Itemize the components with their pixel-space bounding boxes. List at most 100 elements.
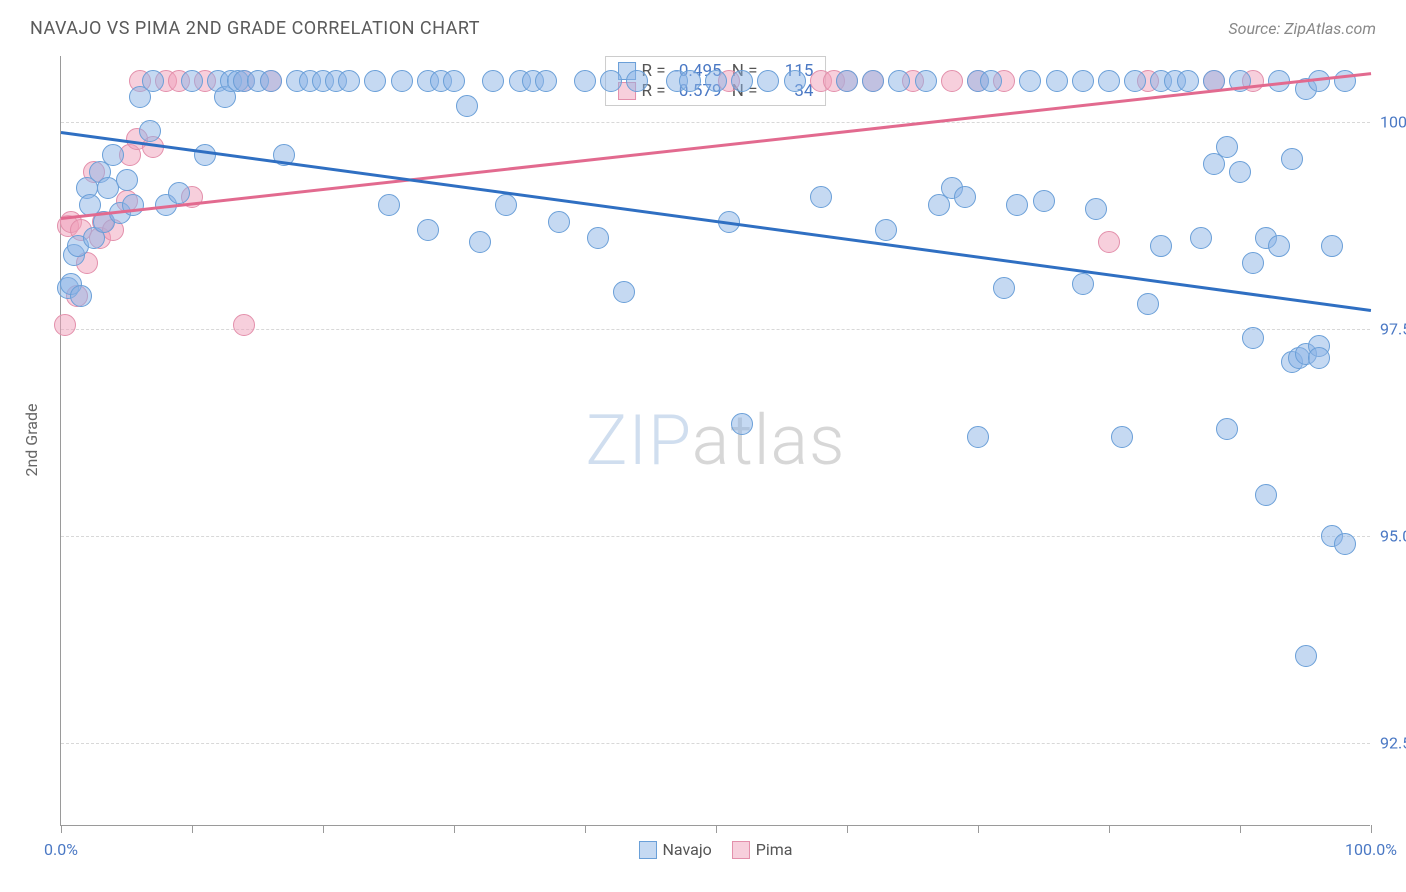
- data-point-pima: [1098, 231, 1120, 253]
- y-axis-title: 2nd Grade: [22, 403, 41, 476]
- data-point-navajo: [456, 95, 478, 117]
- x-tick: [192, 825, 193, 833]
- x-tick: [585, 825, 586, 833]
- data-point-navajo: [784, 70, 806, 92]
- data-point-pima: [233, 314, 255, 336]
- data-point-navajo: [70, 285, 92, 307]
- data-point-navajo: [1216, 136, 1238, 158]
- data-point-navajo: [181, 70, 203, 92]
- data-point-navajo: [364, 70, 386, 92]
- x-tick: [716, 825, 717, 833]
- data-point-navajo: [535, 70, 557, 92]
- data-point-navajo: [1006, 194, 1028, 216]
- data-point-navajo: [1085, 198, 1107, 220]
- data-point-navajo: [1308, 347, 1330, 369]
- data-point-navajo: [888, 70, 910, 92]
- legend-swatch-navajo: [638, 841, 656, 859]
- grid-line: [61, 122, 1370, 123]
- legend-label-navajo: Navajo: [662, 840, 711, 859]
- data-point-navajo: [495, 194, 517, 216]
- legend-swatch-pima: [732, 841, 750, 859]
- data-point-navajo: [980, 70, 1002, 92]
- data-point-navajo: [482, 70, 504, 92]
- data-point-navajo: [378, 194, 400, 216]
- data-point-navajo: [1150, 235, 1172, 257]
- data-point-navajo: [1242, 327, 1264, 349]
- x-tick: [978, 825, 979, 833]
- watermark-atlas: atlas: [692, 400, 846, 482]
- data-point-navajo: [391, 70, 413, 92]
- data-point-navajo: [836, 70, 858, 92]
- data-point-navajo: [705, 70, 727, 92]
- data-point-navajo: [993, 277, 1015, 299]
- data-point-navajo: [574, 70, 596, 92]
- x-tick-label: 100.0%: [1345, 840, 1397, 859]
- data-point-navajo: [260, 70, 282, 92]
- data-point-navajo: [1216, 418, 1238, 440]
- data-point-navajo: [875, 219, 897, 241]
- data-point-pima: [54, 314, 76, 336]
- legend: Navajo Pima: [638, 840, 792, 859]
- data-point-pima: [941, 70, 963, 92]
- data-point-navajo: [587, 227, 609, 249]
- chart-title: NAVAJO VS PIMA 2ND GRADE CORRELATION CHA…: [30, 18, 480, 39]
- data-point-navajo: [1281, 148, 1303, 170]
- x-tick-label: 0.0%: [44, 840, 78, 859]
- data-point-navajo: [1137, 293, 1159, 315]
- data-point-navajo: [1098, 70, 1120, 92]
- data-point-navajo: [862, 70, 884, 92]
- data-point-navajo: [1242, 252, 1264, 274]
- grid-line: [61, 329, 1370, 330]
- data-point-navajo: [1111, 426, 1133, 448]
- x-tick: [61, 825, 62, 833]
- data-point-navajo: [417, 219, 439, 241]
- data-point-navajo: [731, 70, 753, 92]
- data-point-navajo: [469, 231, 491, 253]
- data-point-navajo: [1046, 70, 1068, 92]
- chart-header: NAVAJO VS PIMA 2ND GRADE CORRELATION CHA…: [0, 0, 1406, 49]
- data-point-navajo: [600, 70, 622, 92]
- data-point-navajo: [967, 426, 989, 448]
- grid-line: [61, 743, 1370, 744]
- data-point-navajo: [731, 413, 753, 435]
- data-point-navajo: [1295, 645, 1317, 667]
- x-tick: [847, 825, 848, 833]
- data-point-navajo: [679, 70, 701, 92]
- x-tick: [1109, 825, 1110, 833]
- data-point-navajo: [443, 70, 465, 92]
- x-tick: [323, 825, 324, 833]
- data-point-navajo: [1033, 190, 1055, 212]
- data-point-navajo: [915, 70, 937, 92]
- watermark: ZIPatlas: [585, 400, 845, 482]
- data-point-navajo: [139, 120, 161, 142]
- legend-label-pima: Pima: [756, 840, 793, 859]
- data-point-navajo: [1255, 484, 1277, 506]
- data-point-navajo: [1334, 533, 1356, 555]
- data-point-navajo: [338, 70, 360, 92]
- data-point-navajo: [194, 144, 216, 166]
- data-point-navajo: [142, 70, 164, 92]
- x-tick: [1371, 825, 1372, 833]
- data-point-navajo: [122, 194, 144, 216]
- data-point-navajo: [1072, 70, 1094, 92]
- data-point-navajo: [810, 186, 832, 208]
- legend-item-pima: Pima: [732, 840, 793, 859]
- data-point-navajo: [548, 211, 570, 233]
- data-point-navajo: [1268, 235, 1290, 257]
- data-point-navajo: [757, 70, 779, 92]
- chart-plot-area: ZIPatlas R = -0.495 N = 115 R = 0.579 N …: [60, 56, 1370, 826]
- x-tick: [454, 825, 455, 833]
- data-point-navajo: [613, 281, 635, 303]
- grid-line: [61, 536, 1370, 537]
- data-point-navajo: [1321, 235, 1343, 257]
- y-tick-label: 100.0%: [1380, 113, 1406, 132]
- data-point-navajo: [1229, 161, 1251, 183]
- data-point-navajo: [1177, 70, 1199, 92]
- data-point-navajo: [168, 182, 190, 204]
- y-tick-label: 92.5%: [1380, 734, 1406, 753]
- data-point-navajo: [116, 169, 138, 191]
- chart-source: Source: ZipAtlas.com: [1228, 19, 1376, 38]
- data-point-navajo: [1124, 70, 1146, 92]
- y-tick-label: 97.5%: [1380, 320, 1406, 339]
- trend-line-navajo: [61, 131, 1371, 311]
